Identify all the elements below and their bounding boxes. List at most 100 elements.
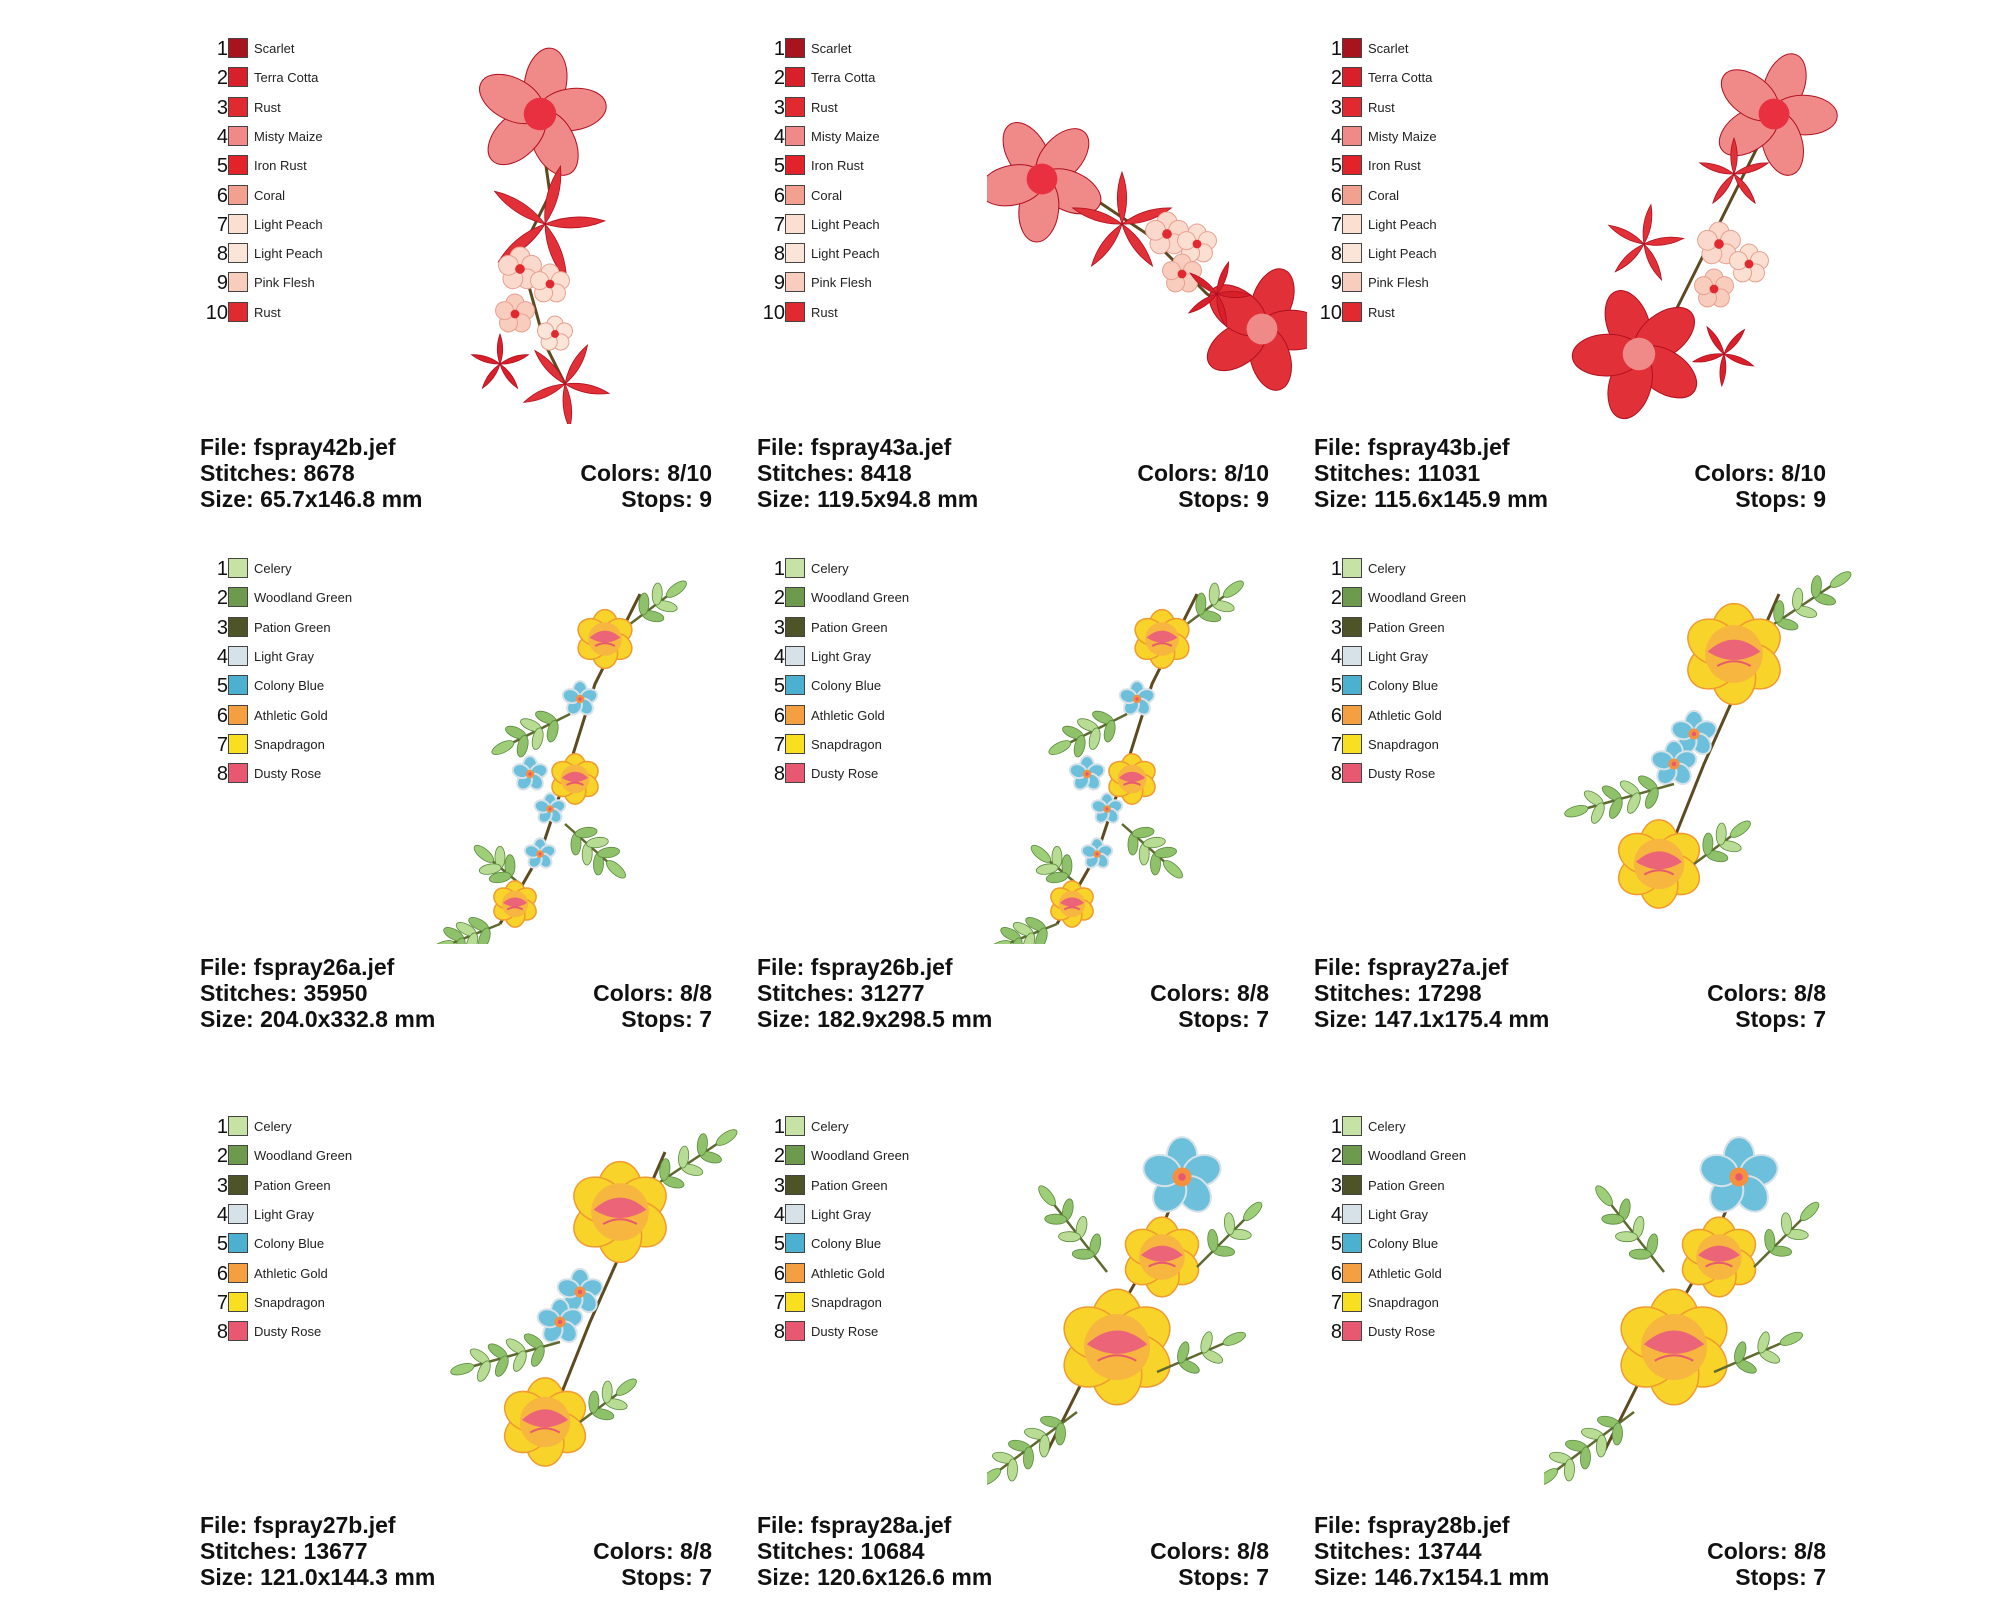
thread-color-row: 3 Rust [1314, 95, 1514, 121]
thread-color-number: 1 [1330, 38, 1342, 60]
thread-color-number: 5 [773, 675, 785, 698]
thread-color-swatch [1342, 125, 1362, 146]
thread-color-row: 1 Celery [200, 556, 400, 582]
file-name-label: File: fspray43b.jef [1314, 434, 1510, 460]
thread-color-swatch [1342, 155, 1362, 176]
thread-color-swatch [228, 1116, 248, 1136]
thread-color-row: 9 Pink Flesh [200, 270, 400, 296]
leaf-spray [564, 823, 626, 879]
thread-color-number: 2 [1330, 67, 1342, 90]
thread-color-row: 1 Celery [200, 1114, 400, 1140]
thread-color-swatch [228, 763, 248, 784]
thread-color-row: 5 Colony Blue [757, 1231, 957, 1257]
thread-color-number: 8 [773, 243, 785, 266]
thread-color-swatch [228, 645, 248, 666]
thread-color-row: 8 Dusty Rose [200, 1319, 400, 1345]
thread-color-swatch [228, 67, 248, 88]
thread-color-swatch [228, 1145, 248, 1166]
thread-color-swatch [785, 733, 805, 754]
thread-color-name: Athletic Gold [811, 707, 885, 723]
thread-color-row: 8 Dusty Rose [757, 761, 957, 787]
thread-color-swatch [785, 125, 805, 146]
leaf-spray [491, 710, 571, 758]
embroidery-design-preview [430, 580, 687, 944]
thread-color-number: 6 [1330, 1262, 1342, 1285]
color-count-label: Colors: 8/8 [1150, 980, 1269, 1006]
star-leaf [470, 332, 530, 390]
thread-color-number: 1 [773, 558, 785, 580]
thread-color-row: 6 Athletic Gold [200, 703, 400, 729]
hibiscus-flower [987, 122, 1102, 243]
thread-color-number: 9 [216, 272, 228, 295]
stitch-count-label: Stitches: 13744 [1314, 1538, 1482, 1564]
thread-color-swatch [1342, 1321, 1362, 1342]
thread-color-number: 4 [773, 125, 785, 148]
color-count-label: Colors: 8/10 [580, 460, 712, 486]
yellow-rose [1050, 880, 1094, 928]
thread-color-number: 7 [773, 733, 785, 756]
thread-color-number: 4 [216, 645, 228, 668]
thread-color-row: 3 Pation Green [757, 1173, 957, 1199]
design-info: File: fspray43b.jef Stitches: 11031 Size: … [1314, 434, 1826, 514]
thread-color-swatch [1342, 272, 1362, 293]
leaf-spray [450, 1333, 561, 1382]
thread-color-swatch [1342, 1116, 1362, 1136]
design-info: File: fspray26b.jef Stitches: 31277 Size: … [757, 954, 1269, 1034]
thread-color-name: Colony Blue [1368, 678, 1439, 694]
leaf-spray [1713, 1331, 1803, 1374]
design-info: File: fspray28a.jef Stitches: 10684 Size: … [757, 1512, 1269, 1592]
leaf-spray [1048, 710, 1128, 758]
thread-color-name: Celery [254, 561, 292, 576]
thread-color-swatch [1342, 1233, 1362, 1254]
thread-color-name: Coral [811, 187, 843, 203]
thread-color-name: Terra Cotta [254, 70, 319, 86]
leaf-spray [1121, 823, 1183, 879]
thread-color-name: Scarlet [1368, 41, 1409, 56]
design-size-label: Size: 65.7x146.8 mm [200, 486, 423, 512]
thread-color-number: 1 [1330, 1116, 1342, 1138]
thread-color-row: 8 Light Peach [200, 241, 400, 267]
yellow-rose [577, 608, 633, 670]
thread-color-swatch [785, 1262, 805, 1283]
thread-color-swatch [1342, 587, 1362, 608]
design-size-label: Size: 146.7x154.1 mm [1314, 1564, 1550, 1590]
thread-color-swatch [1342, 1262, 1362, 1283]
thread-color-swatch [1342, 184, 1362, 205]
thread-color-name: Pation Green [811, 1177, 888, 1193]
thread-color-name: Dusty Rose [811, 766, 879, 782]
peach-blossom [1162, 253, 1202, 293]
thread-color-name: Colony Blue [254, 678, 325, 694]
thread-color-row: 1 Celery [1314, 1114, 1514, 1140]
thread-color-name: Woodland Green [254, 590, 353, 606]
thread-color-name: Celery [811, 1119, 849, 1134]
thread-color-number: 5 [1330, 155, 1342, 178]
blue-forget-me-not [536, 1297, 584, 1344]
thread-color-row: 4 Misty Maize [200, 124, 400, 150]
thread-color-number: 5 [773, 155, 785, 178]
stop-count-label: Stops: 7 [621, 1564, 712, 1590]
thread-color-row: 7 Snapdragon [757, 1290, 957, 1316]
thread-color-swatch [1342, 1203, 1362, 1224]
thread-color-row: 2 Woodland Green [200, 1143, 400, 1169]
thread-color-name: Celery [254, 1119, 292, 1134]
star-leaf [1698, 136, 1770, 205]
yellow-rose [1134, 608, 1190, 670]
thread-color-number: 8 [773, 763, 785, 786]
thread-color-swatch [1342, 67, 1362, 88]
thread-color-number: 2 [216, 1145, 228, 1168]
design-card: 1 Celery 2 Woodland Green 3 Pation Green 4 Ligh… [757, 1114, 1317, 1594]
thread-color-row: 8 Dusty Rose [1314, 1319, 1514, 1345]
thread-color-name: Woodland Green [254, 1148, 353, 1164]
thread-color-name: Terra Cotta [1368, 70, 1433, 86]
leaf-spray [987, 917, 1058, 944]
peach-blossom [1694, 268, 1734, 308]
thread-color-swatch [228, 704, 248, 725]
thread-color-number: 8 [1330, 1321, 1342, 1344]
stop-count-label: Stops: 7 [621, 1006, 712, 1032]
color-count-label: Colors: 8/10 [1694, 460, 1826, 486]
thread-color-swatch [1342, 1174, 1362, 1195]
thread-color-row: 6 Coral [1314, 183, 1514, 209]
thread-color-row: 4 Light Gray [1314, 1202, 1514, 1228]
stop-count-label: Stops: 7 [1735, 1564, 1826, 1590]
thread-color-number: 8 [1330, 243, 1342, 266]
